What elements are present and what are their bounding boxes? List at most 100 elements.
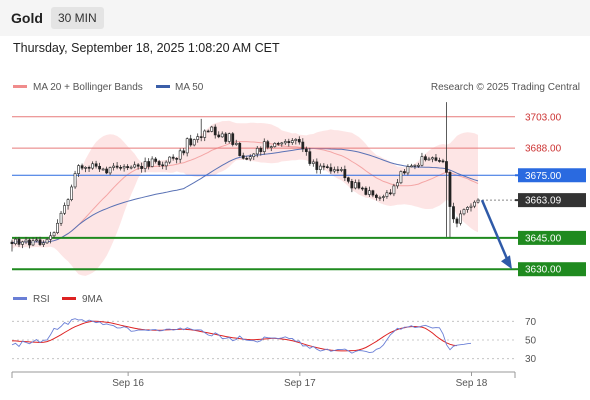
candle-body-up [413, 164, 417, 167]
chart-legend: MA 20 + Bollinger Bands MA 50 Research ©… [13, 82, 580, 305]
candle [59, 211, 63, 226]
candle [420, 152, 424, 167]
candle-body-up [133, 164, 137, 168]
candle-body-down [343, 169, 347, 179]
candle [224, 132, 228, 144]
candle [220, 131, 224, 138]
ma20-line [11, 141, 479, 245]
candle-body-up [45, 239, 49, 244]
candle-body-up [367, 190, 371, 195]
candle [367, 186, 371, 198]
candle [469, 203, 473, 212]
candle-body-down [297, 139, 301, 143]
candle-body-down [455, 218, 459, 224]
candle-body-up [431, 157, 434, 160]
candle [371, 189, 375, 198]
candle-body-down [98, 165, 101, 170]
candle-body-down [175, 158, 179, 160]
candle [178, 148, 182, 163]
level-label-3663-09: 3663.09 [525, 196, 562, 207]
candle [45, 237, 49, 244]
candle [385, 189, 389, 199]
candle [56, 219, 59, 235]
candle [283, 139, 287, 145]
candle-body-up [382, 196, 385, 198]
candle-body-up [283, 141, 287, 144]
candle-body-up [410, 165, 413, 168]
candle-body-up [392, 185, 396, 195]
candle-body-up [129, 166, 133, 169]
timeframe-selector[interactable]: 30 MIN [51, 7, 104, 29]
rsi-line [11, 318, 472, 354]
candle-body-up [234, 143, 238, 145]
candle-body-down [87, 167, 91, 169]
candle [24, 237, 28, 245]
candle-body-down [360, 187, 364, 190]
candle [459, 210, 462, 226]
candle-body-down [301, 141, 305, 150]
candle-body-up [427, 158, 431, 161]
level-label-bg-3663-09 [518, 193, 586, 208]
candle [273, 142, 277, 148]
candle-body-up [280, 142, 284, 145]
candle [466, 206, 469, 213]
candle [189, 134, 193, 147]
level-label-3703-00: 3703.00 [525, 112, 562, 123]
candle-body-up [339, 169, 343, 171]
candle-body-up [196, 136, 200, 140]
candle [280, 141, 284, 147]
candle [315, 158, 319, 174]
price-pane: 3703.00 3688.00 3675.00 3663.09 3645.00 3630.… [10, 102, 586, 277]
candle [360, 186, 364, 191]
candle [196, 133, 200, 143]
candle [350, 178, 354, 193]
candle [70, 184, 73, 202]
candle [52, 231, 56, 239]
candle [445, 102, 448, 237]
candle [108, 166, 112, 176]
ma50-line [11, 148, 479, 245]
legend-swatch-ma20 [13, 85, 27, 88]
forecast-arrow-head [501, 255, 512, 270]
candle-body-up [227, 133, 231, 142]
candle-body-down [245, 158, 249, 160]
legend-swatch-9ma [62, 297, 76, 300]
candle-body-up [459, 213, 462, 224]
candle-body-down [336, 169, 340, 171]
candle [332, 166, 336, 174]
candle-body-up [220, 133, 224, 138]
candle [276, 141, 280, 146]
candle-body-up [24, 239, 28, 243]
candle [10, 239, 14, 252]
candle-body-up [63, 205, 66, 214]
candle-body-down [206, 130, 210, 133]
candle-body-down [189, 138, 193, 146]
candle-body-up [101, 168, 105, 171]
candle [462, 208, 466, 216]
candle-body-up [294, 139, 298, 141]
candle-body-down [424, 156, 427, 161]
candle [94, 160, 98, 169]
candle [424, 154, 427, 162]
candle [122, 164, 126, 172]
candle-body-up [164, 161, 168, 167]
candle-body-up [185, 138, 189, 154]
candle-body-down [322, 165, 326, 168]
candle [164, 160, 168, 170]
candle [427, 156, 431, 161]
candle [80, 163, 84, 171]
candle-body-down [259, 148, 263, 152]
candle-body-down [105, 168, 108, 174]
candle [473, 200, 476, 209]
candle [66, 198, 70, 210]
candle [14, 237, 17, 246]
candle-body-up [462, 209, 466, 215]
candle [375, 193, 378, 201]
candle-body-up [420, 156, 424, 166]
candle-body-up [143, 161, 147, 169]
candle [339, 166, 343, 173]
candle-body-up [318, 165, 322, 170]
level-label-3630-00: 3630.00 [525, 265, 562, 276]
candle-body-down [452, 206, 455, 220]
